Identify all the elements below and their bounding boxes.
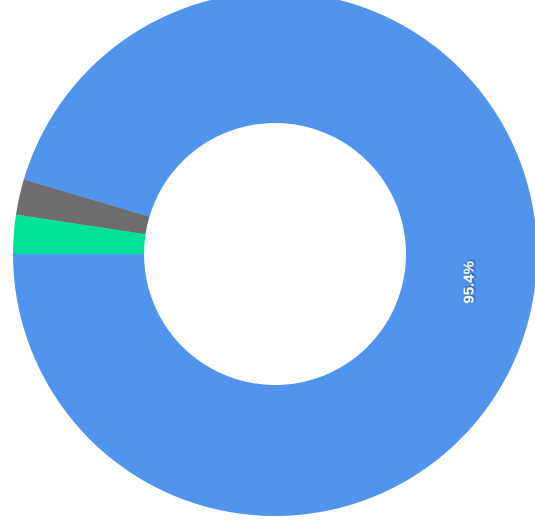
donut-slice	[13, 214, 146, 254]
value-label: 95.4%	[460, 261, 477, 304]
donut-slice	[13, 0, 535, 516]
donut-slice	[15, 179, 150, 235]
